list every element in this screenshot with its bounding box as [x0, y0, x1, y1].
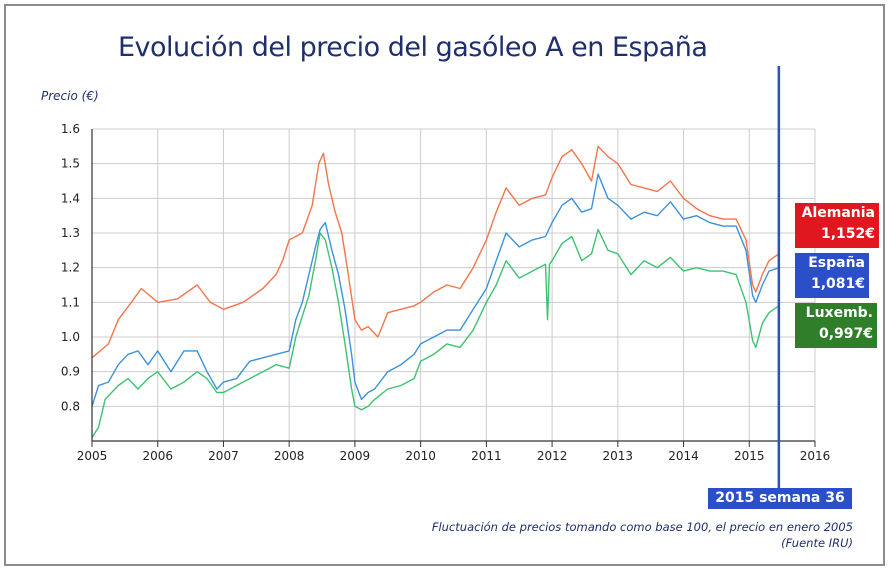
x-tick-label: 2014 — [668, 449, 699, 463]
week-marker-label: 2015 semana 36 — [708, 488, 852, 509]
x-tick-label: 2009 — [340, 449, 371, 463]
label-alemania: Alemania 1,152€ — [795, 203, 879, 248]
x-tick-label: 2015 — [734, 449, 765, 463]
x-tick-label: 2010 — [405, 449, 436, 463]
label-luxemb-value: 0,997€ — [818, 326, 873, 342]
series-line-alemania — [91, 145, 780, 359]
chart-title: Evolución del precio del gasóleo A en Es… — [118, 32, 708, 63]
x-tick-label: 2008 — [274, 449, 305, 463]
chart-frame — [4, 4, 885, 566]
y-tick-label: 0.9 — [61, 365, 80, 379]
x-tick-label: 2013 — [603, 449, 634, 463]
label-alemania-name: Alemania — [801, 205, 875, 221]
footnote: Fluctuación de precios tomando como base… — [432, 519, 853, 551]
x-tick-label: 2016 — [800, 449, 831, 463]
series-line-luxemb — [91, 228, 780, 438]
label-luxemb: Luxemb. 0,997€ — [795, 303, 877, 348]
axes: 1.6 1.5 1.4 1.3 1.2 1.1 1.0 0.9 0.8 2005 2006 2007 2… — [61, 122, 830, 463]
y-tick-label: 1.3 — [61, 226, 80, 240]
x-tick-label: 2011 — [471, 449, 502, 463]
y-tick-label: 1.4 — [61, 191, 80, 205]
label-espana-value: 1,081€ — [810, 276, 865, 292]
y-tick-label: 1.6 — [61, 122, 80, 136]
y-tick-label: 1.0 — [61, 330, 80, 344]
x-tick-label: 2005 — [77, 449, 108, 463]
grid — [91, 128, 816, 441]
y-axis-label: Precio (€) — [41, 89, 99, 103]
label-luxemb-name: Luxemb. — [805, 305, 873, 321]
footnote-line-1: Fluctuación de precios tomando como base… — [431, 520, 853, 534]
x-tick-label: 2012 — [537, 449, 568, 463]
footnote-source: (Fuente IRU) — [781, 536, 853, 550]
y-tick-label: 0.8 — [61, 399, 80, 413]
x-tick-label: 2007 — [208, 449, 239, 463]
label-espana-name: España — [808, 255, 865, 271]
y-tick-label: 1.1 — [61, 295, 80, 309]
label-alemania-value: 1,152€ — [820, 226, 875, 242]
y-tick-label: 1.2 — [61, 261, 80, 275]
x-tick-label: 2006 — [142, 449, 173, 463]
label-espana: España 1,081€ — [795, 253, 869, 298]
series-lines — [91, 145, 780, 438]
series-line-espaa — [91, 173, 780, 407]
y-tick-label: 1.5 — [61, 157, 80, 171]
